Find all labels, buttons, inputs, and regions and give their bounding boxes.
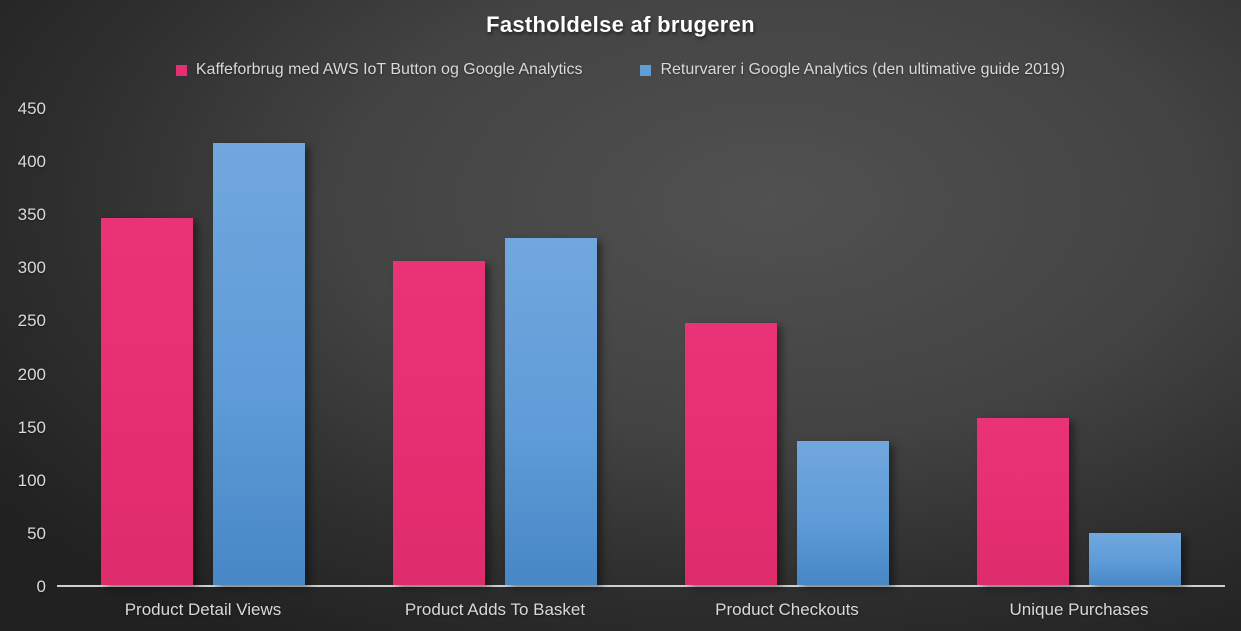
- bar-series0-2: [685, 322, 777, 585]
- legend-item-1: Returvarer i Google Analytics (den ultim…: [640, 61, 1065, 79]
- legend-swatch-icon: [640, 64, 652, 76]
- bar-group: [349, 109, 641, 585]
- y-tick-label: 450: [17, 99, 46, 118]
- y-tick-label: 0: [36, 577, 46, 596]
- y-tick-label: 200: [17, 364, 46, 384]
- bar-group: [641, 109, 933, 585]
- legend-label: Returvarer i Google Analytics (den ultim…: [660, 61, 1066, 78]
- bar-series1-0: [213, 142, 305, 585]
- y-tick-label: 250: [17, 311, 46, 331]
- x-category-label: Product Detail Views: [124, 600, 282, 619]
- y-tick-label: 50: [27, 523, 46, 543]
- bar-series0-3: [977, 417, 1069, 585]
- x-category-label: Product Adds To Basket: [404, 600, 586, 619]
- y-tick-label: 400: [17, 152, 46, 172]
- y-tick-label: 300: [17, 258, 46, 278]
- plot-area: [57, 109, 1225, 587]
- legend-swatch-icon: [175, 64, 187, 76]
- x-axis-category-labels: Product Detail Views Product Adds To Bask…: [57, 600, 1225, 620]
- bar-series1-2: [797, 441, 889, 585]
- y-tick-label: 350: [17, 205, 46, 225]
- legend: Kaffeforbrug med AWS IoT Button og Googl…: [0, 61, 1241, 79]
- bar-series0-0: [101, 217, 193, 585]
- bar-series1-3: [1089, 533, 1181, 585]
- y-axis-tick-labels: 0 50 100 150 200 250 300 350 400 450: [0, 0, 46, 631]
- bar-series0-1: [393, 261, 485, 585]
- x-category-label: Unique Purchases: [1009, 600, 1149, 619]
- chart-title: Fastholdelse af brugeren: [486, 12, 755, 37]
- y-tick-label: 150: [17, 417, 46, 437]
- bar-group: [57, 109, 349, 585]
- x-category-label: Product Checkouts: [715, 600, 859, 619]
- legend-label: Kaffeforbrug med AWS IoT Button og Googl…: [195, 61, 583, 78]
- legend-item-0: Kaffeforbrug med AWS IoT Button og Googl…: [175, 61, 583, 79]
- bar-series1-1: [505, 238, 597, 585]
- y-tick-label: 100: [17, 470, 46, 490]
- bar-group: [933, 109, 1225, 585]
